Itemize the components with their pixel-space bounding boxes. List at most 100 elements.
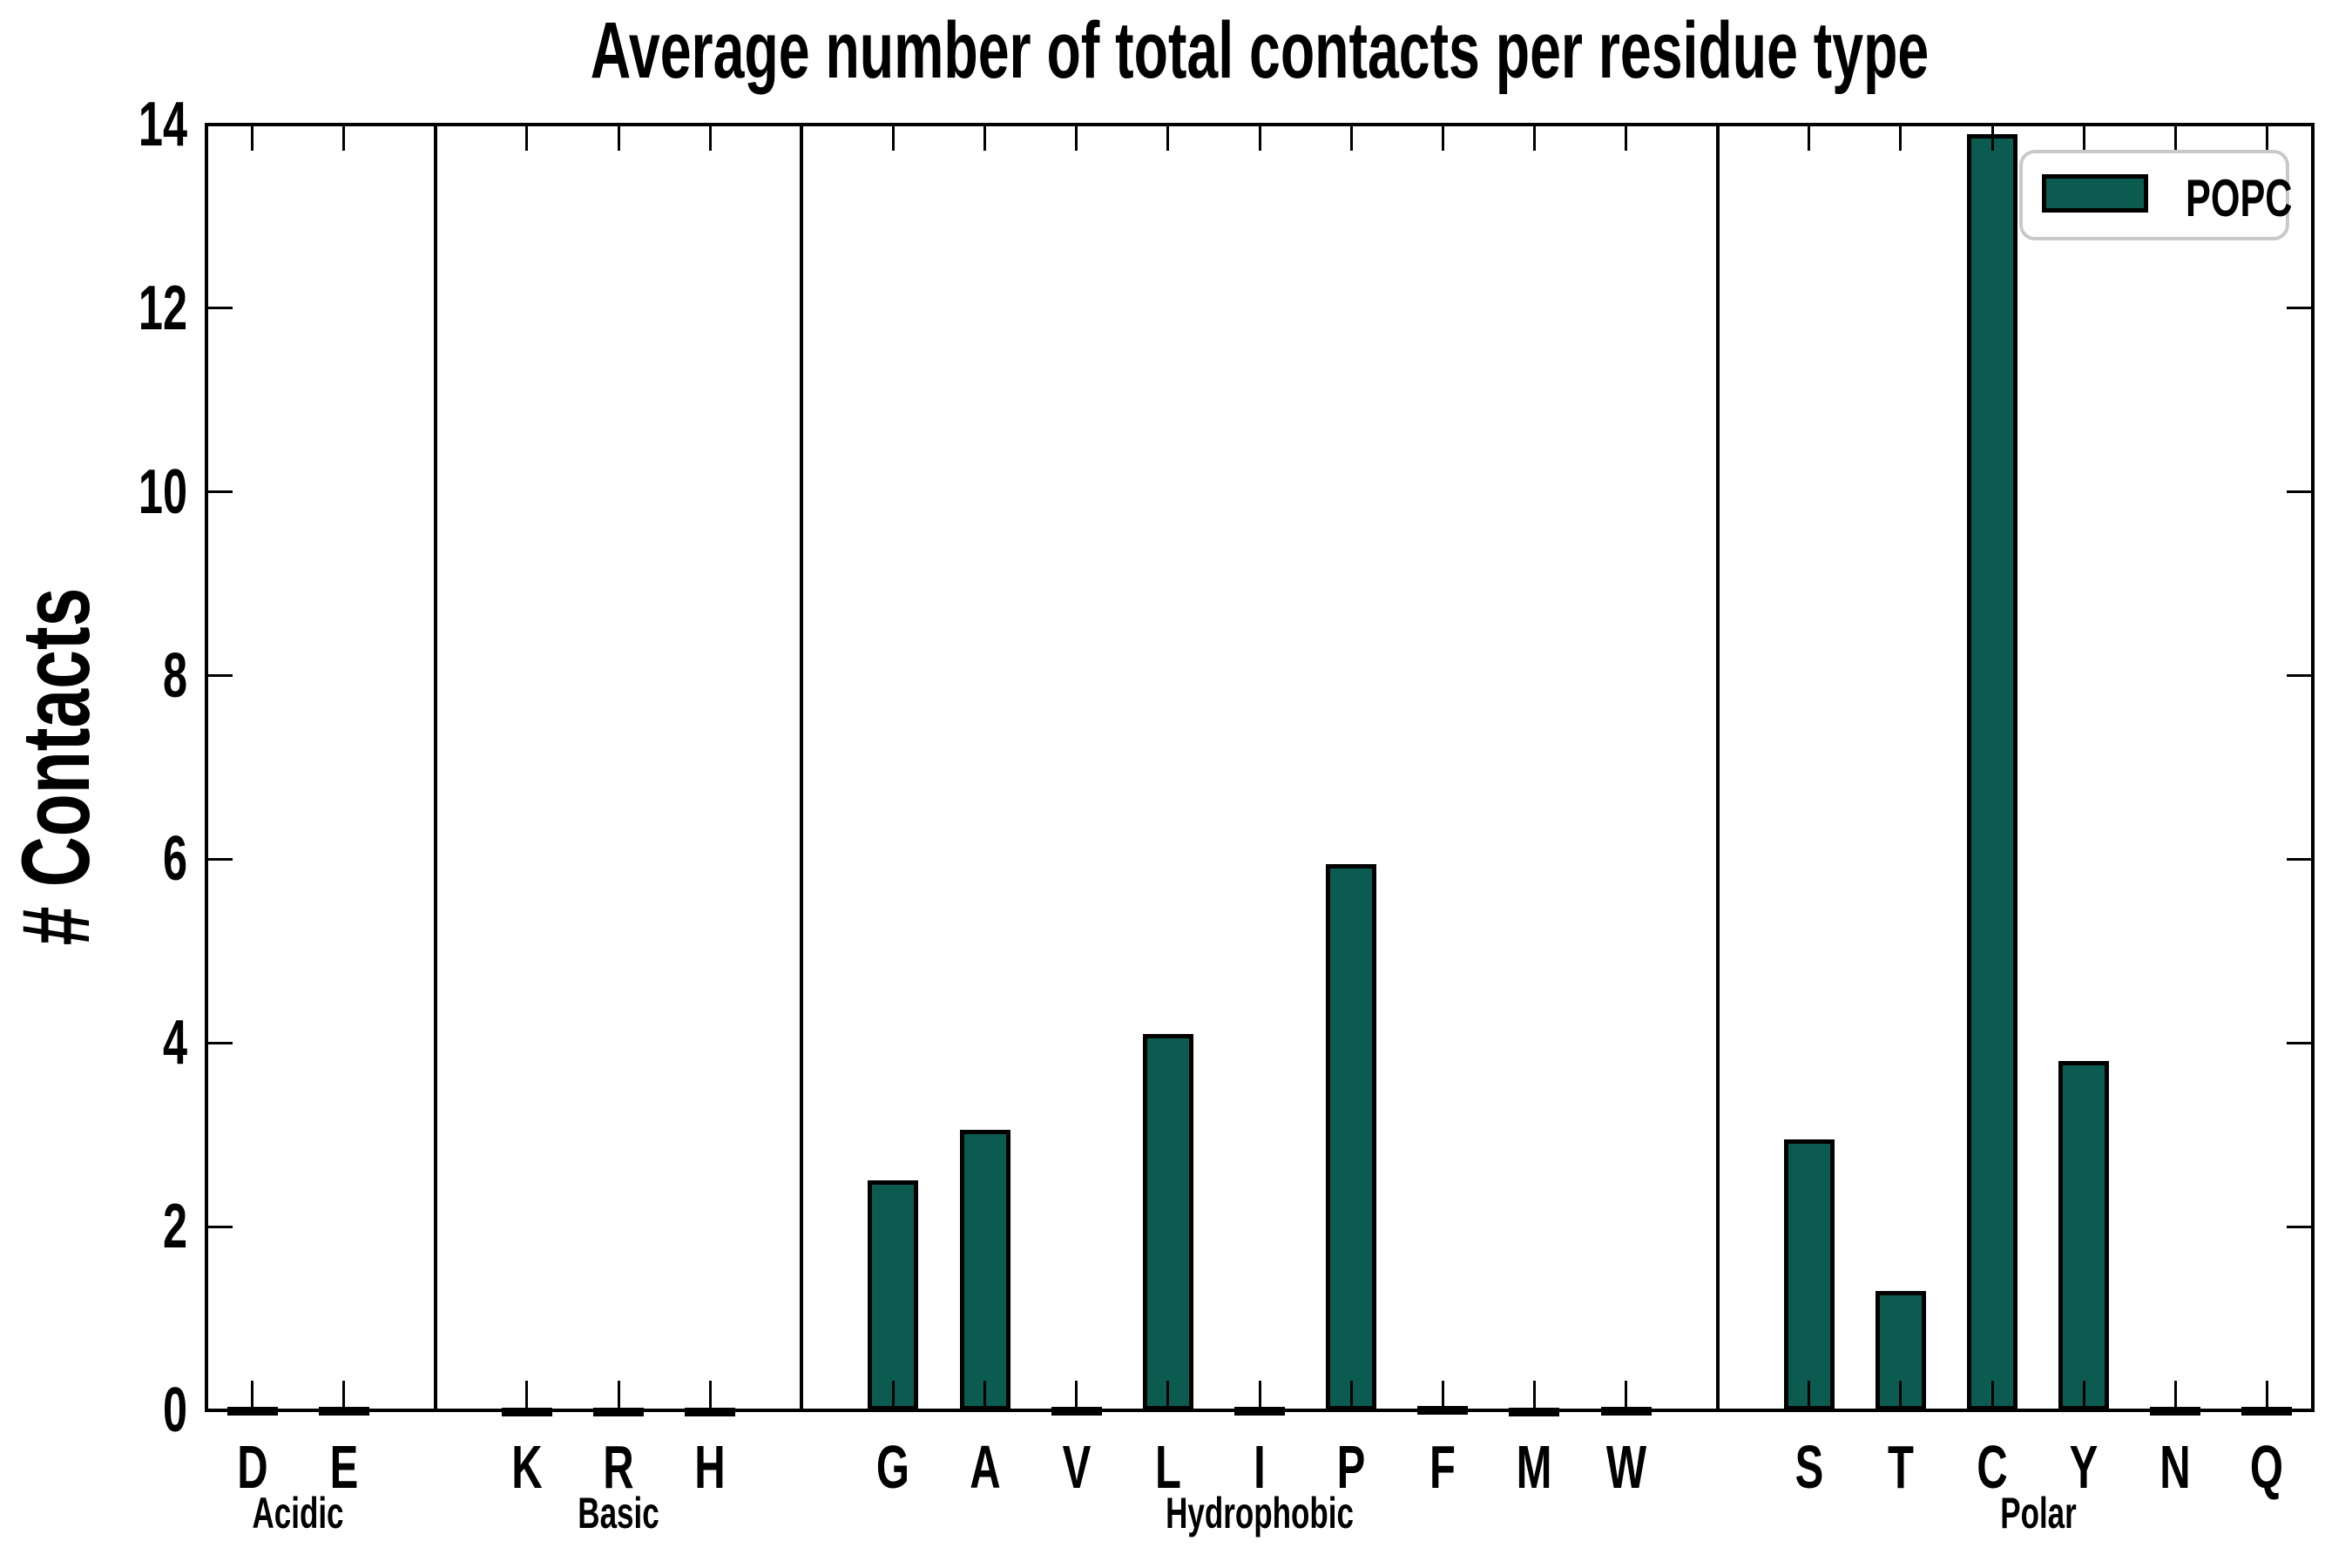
x-tick-top: [891, 125, 895, 151]
x-tick-label-H: H: [694, 1433, 726, 1501]
x-tick-bottom: [2265, 1381, 2268, 1410]
x-tick-top: [1532, 125, 1536, 151]
x-tick-top: [2173, 125, 2177, 151]
bar-P: [1326, 863, 1377, 1410]
y-tick-left: [206, 1225, 233, 1228]
x-tick-bottom: [251, 1381, 254, 1410]
x-tick-label-I: I: [1254, 1433, 1266, 1501]
x-tick-top: [1990, 125, 1994, 151]
x-tick-top: [708, 125, 712, 151]
group-label-acidic: Acidic: [252, 1489, 344, 1538]
legend-swatch: [2042, 174, 2148, 213]
x-tick-bottom: [1166, 1381, 1170, 1410]
bar-G: [868, 1180, 919, 1410]
x-tick-bottom: [2082, 1381, 2085, 1410]
x-tick-top: [1441, 125, 1444, 151]
x-tick-label-G: G: [876, 1433, 910, 1501]
x-tick-top: [1808, 125, 1811, 151]
x-tick-label-K: K: [511, 1433, 543, 1501]
y-tick-label-8: 8: [162, 640, 187, 711]
x-tick-label-E: E: [329, 1433, 359, 1501]
group-divider: [1715, 125, 1720, 1410]
y-tick-left: [206, 674, 233, 678]
legend-label: POPC: [2186, 169, 2293, 227]
group-divider: [433, 125, 437, 1410]
y-tick-right: [2287, 307, 2313, 310]
x-tick-bottom: [342, 1381, 346, 1410]
bar-A: [959, 1130, 1010, 1410]
x-tick-label-A: A: [969, 1433, 1001, 1501]
x-tick-bottom: [1349, 1381, 1353, 1410]
x-tick-label-P: P: [1336, 1433, 1366, 1501]
x-tick-top: [1349, 125, 1353, 151]
x-tick-label-W: W: [1605, 1433, 1646, 1501]
y-tick-right: [2287, 490, 2313, 494]
x-tick-label-N: N: [2159, 1433, 2191, 1501]
y-tick-left: [206, 307, 233, 310]
x-tick-bottom: [1899, 1381, 1903, 1410]
y-tick-right: [2287, 1041, 2313, 1044]
y-tick-label-12: 12: [138, 273, 187, 343]
x-tick-bottom: [983, 1381, 987, 1410]
y-tick-right: [2287, 1409, 2313, 1412]
x-tick-top: [251, 125, 254, 151]
x-tick-top: [342, 125, 346, 151]
x-tick-top: [617, 125, 620, 151]
x-tick-bottom: [525, 1381, 529, 1410]
legend: POPC: [2019, 150, 2293, 240]
x-tick-label-Q: Q: [2250, 1433, 2284, 1501]
x-tick-top: [1899, 125, 1903, 151]
y-tick-right: [2287, 857, 2313, 861]
x-tick-bottom: [617, 1381, 620, 1410]
x-tick-bottom: [1075, 1381, 1078, 1410]
y-tick-label-0: 0: [162, 1375, 187, 1445]
plot-border-right: [2311, 123, 2315, 1412]
x-tick-bottom: [1532, 1381, 1536, 1410]
x-tick-bottom: [1441, 1381, 1444, 1410]
x-tick-label-Y: Y: [2069, 1433, 2099, 1501]
x-tick-top: [983, 125, 987, 151]
x-tick-label-V: V: [1062, 1433, 1092, 1501]
x-tick-top: [1075, 125, 1078, 151]
x-tick-top: [1166, 125, 1170, 151]
x-tick-top: [1625, 125, 1628, 151]
x-tick-bottom: [1990, 1381, 1994, 1410]
x-tick-label-F: F: [1429, 1433, 1456, 1501]
bar-S: [1783, 1139, 1835, 1410]
x-tick-top: [525, 125, 529, 151]
x-tick-bottom: [1625, 1381, 1628, 1410]
y-tick-left: [206, 1409, 233, 1412]
bar-C: [1967, 133, 2018, 1410]
x-tick-bottom: [1258, 1381, 1261, 1410]
group-divider: [800, 125, 804, 1410]
y-tick-left: [206, 1041, 233, 1044]
y-tick-label-4: 4: [162, 1008, 187, 1078]
x-tick-label-S: S: [1794, 1433, 1824, 1501]
x-tick-top: [2265, 125, 2268, 151]
y-tick-right: [2287, 123, 2313, 126]
y-tick-label-14: 14: [138, 90, 187, 159]
bar-L: [1142, 1033, 1193, 1410]
y-tick-left: [206, 490, 233, 494]
group-label-basic: Basic: [578, 1489, 659, 1538]
x-tick-bottom: [708, 1381, 712, 1410]
x-tick-label-C: C: [1977, 1433, 2008, 1501]
y-tick-label-6: 6: [162, 824, 187, 895]
y-tick-label-10: 10: [138, 456, 187, 527]
group-label-polar: Polar: [1999, 1489, 2077, 1538]
y-tick-right: [2287, 674, 2313, 678]
y-tick-left: [206, 857, 233, 861]
y-tick-label-2: 2: [162, 1192, 187, 1262]
plot-border-left: [205, 123, 208, 1412]
chart-title: Average number of total contacts per res…: [590, 6, 1930, 95]
x-tick-label-L: L: [1154, 1433, 1181, 1501]
x-tick-label-R: R: [603, 1433, 634, 1501]
x-tick-label-D: D: [236, 1433, 268, 1501]
x-tick-label-M: M: [1516, 1433, 1552, 1501]
x-tick-top: [1258, 125, 1261, 151]
group-label-hydrophobic: Hydrophobic: [1166, 1489, 1354, 1538]
x-tick-top: [2082, 125, 2085, 151]
x-tick-label-T: T: [1887, 1433, 1914, 1501]
